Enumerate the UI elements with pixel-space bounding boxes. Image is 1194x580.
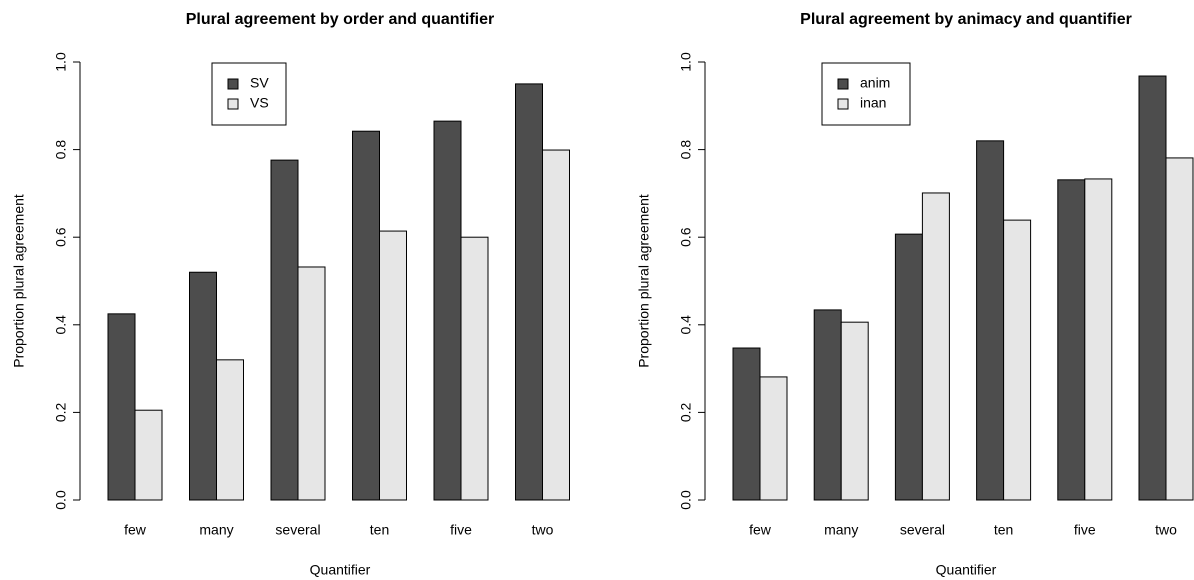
y-axis-label: Proportion plural agreement (636, 194, 652, 368)
y-tick-label: 0.4 (678, 315, 694, 335)
bar (134, 409, 163, 501)
bar (433, 120, 462, 501)
y-tick-label: 0.4 (53, 315, 69, 335)
x-tick-label: two (532, 522, 554, 538)
y-tick-label: 0.0 (53, 490, 69, 510)
y-axis-label: Proportion plural agreement (11, 194, 27, 368)
x-tick-label: several (275, 522, 320, 538)
x-tick-label: many (199, 522, 233, 538)
bar (1138, 75, 1167, 501)
bar (1084, 178, 1113, 501)
y-tick-label: 0.2 (53, 402, 69, 422)
bar (1057, 179, 1086, 501)
bar (976, 140, 1005, 501)
bar (1165, 157, 1194, 501)
x-tick-label: many (824, 522, 858, 538)
y-tick-label: 0.2 (678, 402, 694, 422)
x-tick-label: few (749, 522, 772, 538)
bar (297, 266, 326, 501)
x-axis-label: Quantifier (936, 562, 997, 578)
legend-box (211, 62, 287, 126)
bar (921, 192, 950, 501)
bar (840, 321, 869, 501)
bar (759, 376, 788, 501)
legend-box (821, 62, 911, 126)
legend-label: SV (250, 75, 269, 91)
legend-swatch (837, 78, 849, 90)
x-tick-label: five (1074, 522, 1096, 538)
legend-label: anim (860, 75, 890, 91)
bar (894, 233, 923, 501)
chart-title: Plural agreement by order and quantifier (186, 11, 495, 28)
bar (732, 347, 761, 501)
legend-swatch (837, 98, 849, 110)
x-tick-label: few (124, 522, 147, 538)
y-tick-label: 1.0 (53, 52, 69, 72)
legend-swatch (227, 78, 239, 90)
x-axis-label: Quantifier (310, 562, 371, 578)
x-tick-label: five (450, 522, 472, 538)
legend-swatch (227, 98, 239, 110)
bar (542, 149, 570, 501)
chart-title: Plural agreement by animacy and quantifi… (800, 11, 1132, 28)
bar (813, 309, 842, 501)
bar (379, 230, 407, 501)
y-tick-label: 0.6 (53, 227, 69, 247)
bar (460, 236, 489, 501)
y-tick-label: 1.0 (678, 52, 694, 72)
bar (270, 159, 299, 501)
bar (107, 313, 136, 501)
legend-label: inan (860, 95, 886, 111)
x-tick-label: ten (370, 522, 389, 538)
legend-label: VS (250, 95, 269, 111)
bar (352, 130, 380, 501)
x-tick-label: ten (994, 522, 1013, 538)
y-tick-label: 0.6 (678, 227, 694, 247)
x-tick-label: several (900, 522, 945, 538)
y-tick-label: 0.0 (678, 490, 694, 510)
bar (1003, 219, 1032, 501)
x-tick-label: two (1155, 522, 1177, 538)
bar (216, 359, 244, 501)
bar (515, 83, 543, 501)
y-tick-label: 0.8 (53, 140, 69, 160)
y-tick-label: 0.8 (678, 140, 694, 160)
bar (189, 271, 217, 501)
